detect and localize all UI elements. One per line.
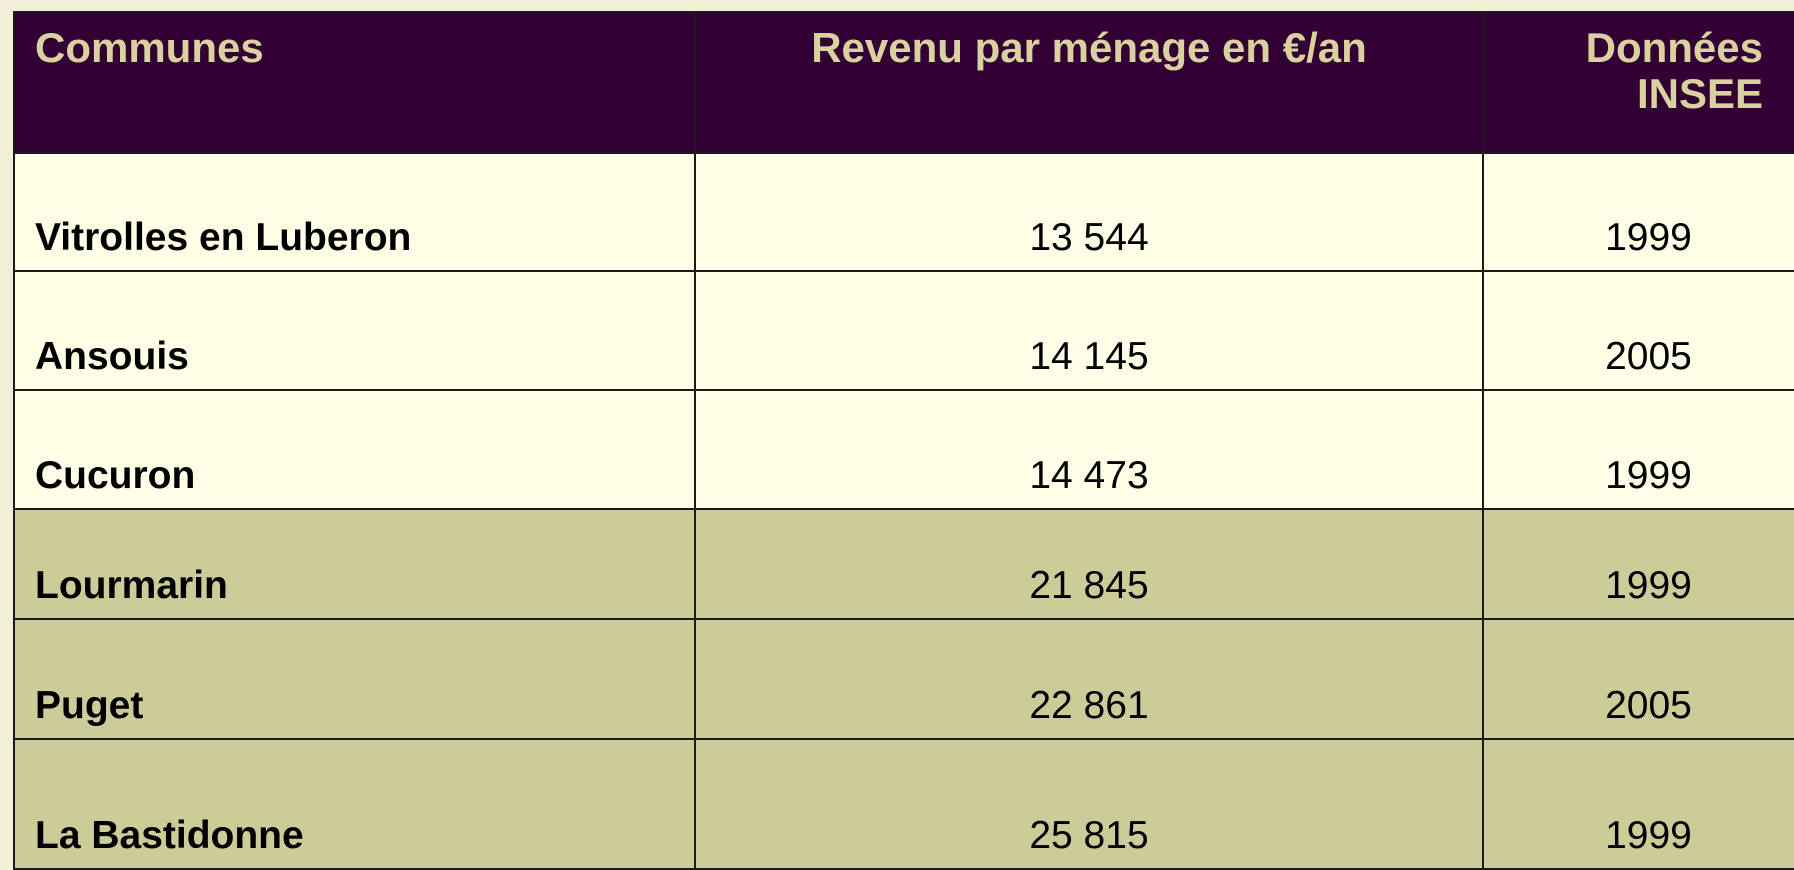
table-cell: 2005	[1482, 618, 1794, 740]
table-cell: Puget	[13, 618, 696, 740]
table-cell: 22 861	[694, 618, 1484, 740]
table-cell: La Bastidonne	[13, 738, 696, 870]
table-cell: 1999	[1482, 508, 1794, 620]
table-cell: 13 544	[694, 152, 1484, 272]
table-cell: 1999	[1482, 738, 1794, 870]
table-cell: Cucuron	[13, 389, 696, 510]
table-cell: 2005	[1482, 270, 1794, 391]
table-cell: 25 815	[694, 738, 1484, 870]
table-cell: 14 473	[694, 389, 1484, 510]
table-cell: 14 145	[694, 270, 1484, 391]
table-row: Puget 22 861 2005	[13, 618, 1794, 740]
income-table: Communes Revenu par ménage en €/an Données…	[13, 11, 1794, 870]
header-cell: Données INSEE	[1482, 11, 1794, 154]
table-row: Ansouis 14 145 2005	[13, 270, 1794, 391]
header-row: Communes Revenu par ménage en €/an Données…	[13, 11, 1794, 154]
table-body: Vitrolles en Luberon 13 544 1999 Ansouis 14 …	[13, 152, 1794, 870]
table-row: Vitrolles en Luberon 13 544 1999	[13, 152, 1794, 272]
table-cell: 1999	[1482, 152, 1794, 272]
header-cell: Communes	[13, 11, 696, 154]
table-cell: 1999	[1482, 389, 1794, 510]
table-cell: Lourmarin	[13, 508, 696, 620]
table-row: Lourmarin 21 845 1999	[13, 508, 1794, 620]
table-cell: 21 845	[694, 508, 1484, 620]
table-row: Cucuron 14 473 1999	[13, 389, 1794, 510]
table-cell: Vitrolles en Luberon	[13, 152, 696, 272]
table-cell: Ansouis	[13, 270, 696, 391]
table-row: La Bastidonne 25 815 1999	[13, 738, 1794, 870]
header-cell: Revenu par ménage en €/an	[694, 11, 1484, 154]
